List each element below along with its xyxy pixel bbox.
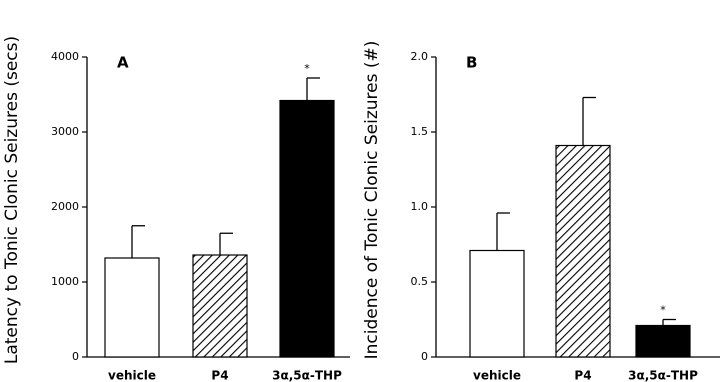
y-tick-label: 1.5 [411,125,429,138]
y-tick-label: 4000 [51,50,79,63]
significance-label: * [304,62,310,75]
bar [635,324,691,358]
x-tick-label: P4 [211,369,228,382]
bar [279,99,335,358]
y-tick-label: 2.0 [411,50,429,63]
y-axis-label: Latency to Tonic Clonic Seizures (secs) [2,36,22,364]
y-axis-label: Incidence of Tonic Clonic Seizures (#) [362,41,382,360]
y-tick-label: 1000 [51,275,79,288]
y-tick-label: 1.0 [411,200,429,213]
x-tick-label: vehicle [473,369,521,382]
y-tick-label: 0 [72,350,79,363]
panel-label: B [466,54,477,72]
y-tick-label: 0.5 [411,275,429,288]
bar [469,249,525,358]
panel-label: A [117,54,129,72]
y-tick-label: 2000 [51,200,79,213]
x-tick-label: 3α,5α-THP [628,369,698,382]
y-tick-label: 0 [421,350,428,363]
significance-label: * [660,304,666,317]
bar [104,257,160,358]
bar [192,254,248,358]
x-tick-label: P4 [574,369,591,382]
x-tick-label: 3α,5α-THP [272,369,342,382]
x-tick-label: vehicle [108,369,156,382]
y-tick-label: 3000 [51,125,79,138]
bar [555,144,611,358]
